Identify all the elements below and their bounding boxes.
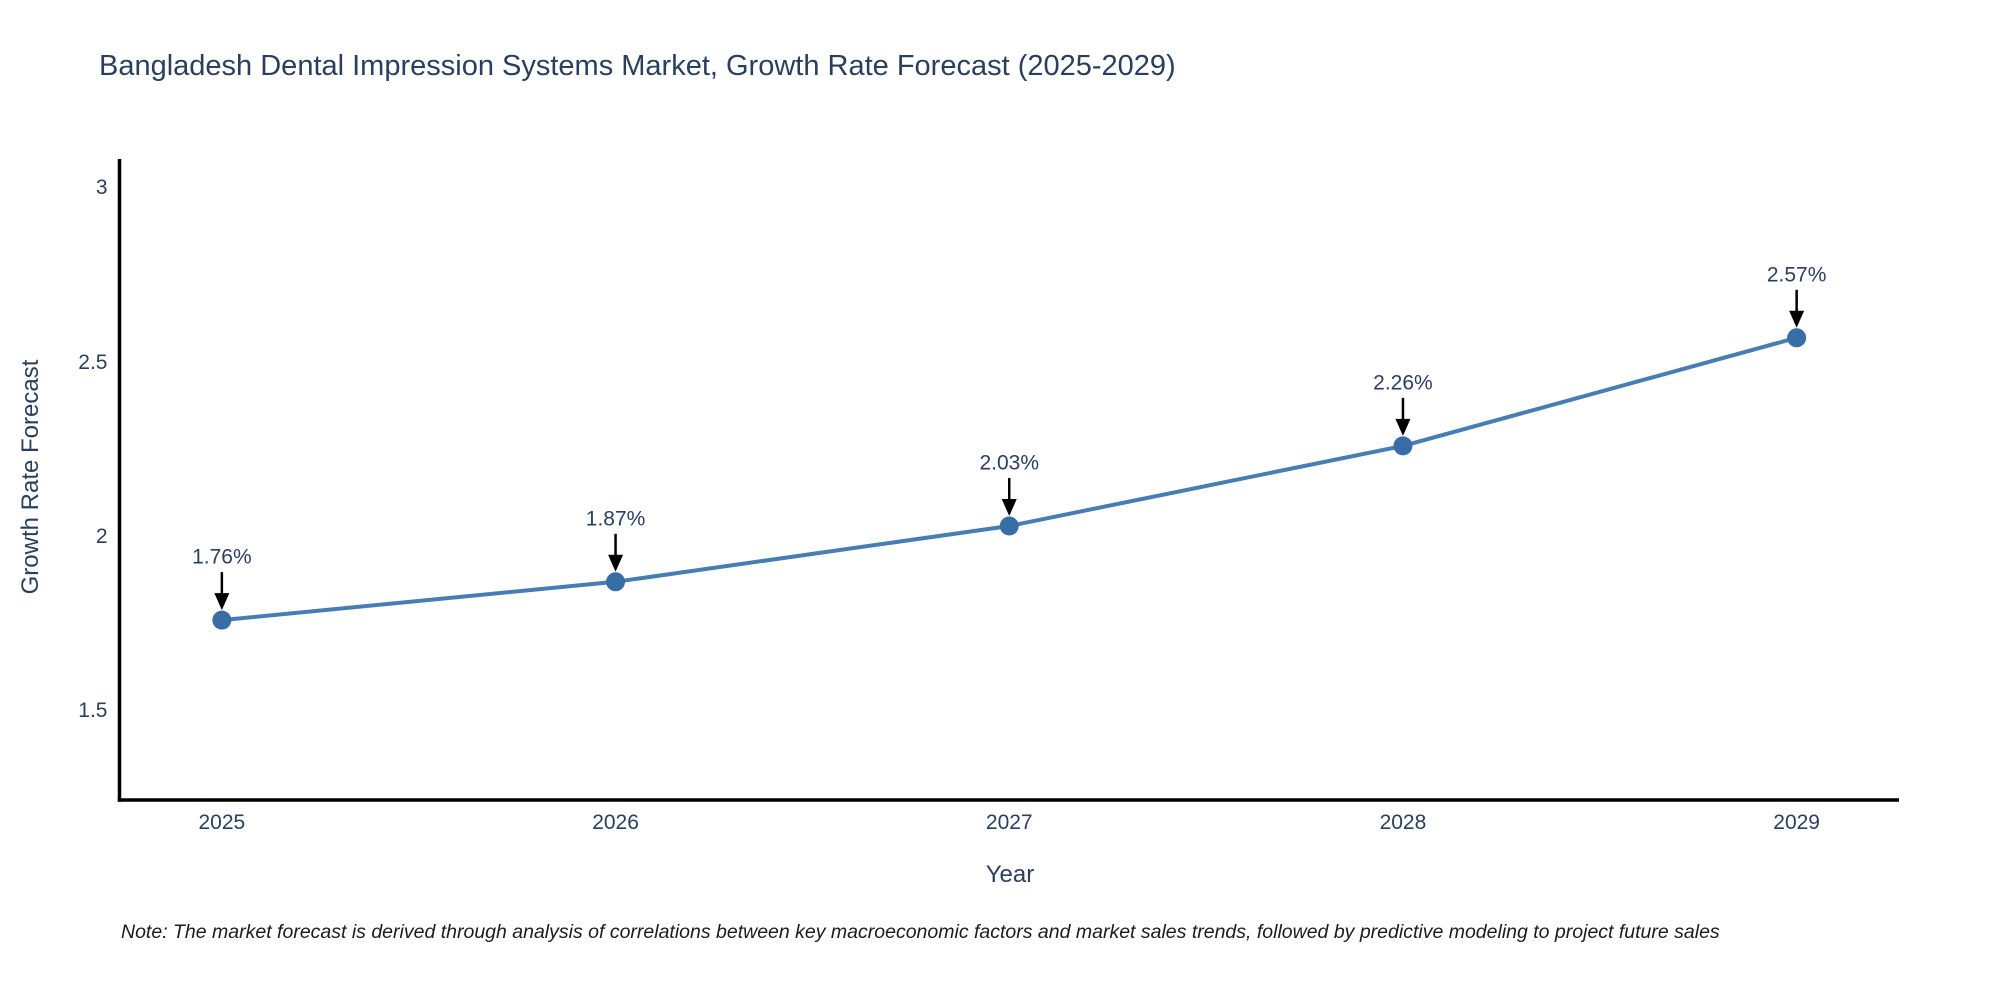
annotation-label: 2.57% bbox=[1766, 263, 1827, 287]
data-point-marker bbox=[1787, 328, 1807, 348]
x-tick-label: 2025 bbox=[198, 811, 246, 834]
annotation-arrow-head bbox=[1789, 310, 1805, 328]
annotation-arrow-head bbox=[214, 593, 230, 611]
y-tick-label: 3 bbox=[95, 176, 108, 200]
annotation-arrow-head bbox=[1395, 418, 1411, 436]
x-tick-label: 2026 bbox=[592, 811, 639, 834]
annotation-arrow-head bbox=[1001, 499, 1017, 517]
y-tick-label: 1.5 bbox=[78, 699, 108, 723]
annotation-label: 1.87% bbox=[585, 507, 646, 531]
annotation-label: 2.26% bbox=[1373, 371, 1433, 395]
annotation-arrow-head bbox=[608, 554, 624, 572]
chart-title: Bangladesh Dental Impression Systems Mar… bbox=[99, 50, 1176, 82]
x-tick-label: 2029 bbox=[1773, 811, 1820, 834]
x-tick-label: 2028 bbox=[1379, 811, 1427, 834]
annotation-label: 1.76% bbox=[192, 545, 252, 569]
data-point-marker bbox=[1393, 436, 1413, 456]
y-axis-title: Growth Rate Forecast bbox=[17, 359, 44, 595]
data-point-marker bbox=[212, 610, 232, 630]
data-point-marker bbox=[999, 516, 1019, 536]
annotation-label: 2.03% bbox=[979, 451, 1040, 475]
y-tick-label: 2.5 bbox=[78, 350, 108, 374]
data-point-marker bbox=[606, 572, 626, 592]
y-tick-label: 2 bbox=[95, 524, 108, 548]
x-tick-label: 2027 bbox=[985, 811, 1033, 834]
x-axis-title: Year bbox=[985, 861, 1035, 888]
footnote: Note: The market forecast is derived thr… bbox=[121, 921, 1720, 943]
